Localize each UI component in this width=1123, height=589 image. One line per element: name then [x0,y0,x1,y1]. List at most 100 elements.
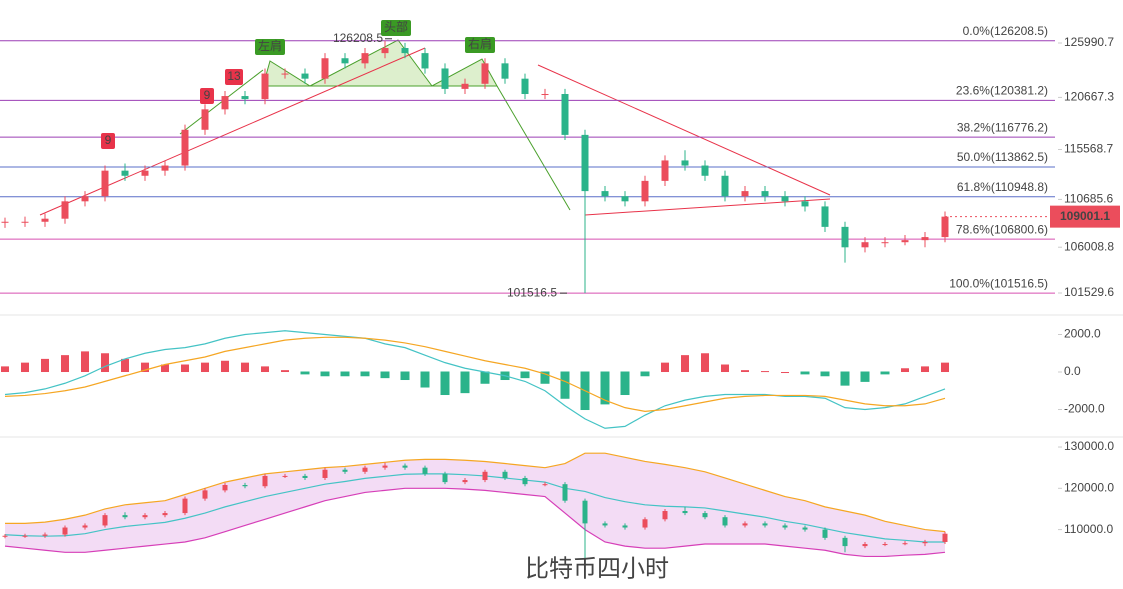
candle-body [101,170,109,197]
annotation-badge [465,37,495,53]
macd-bar [360,371,370,377]
annotation-badge [200,88,214,104]
annotation-label: 头部 [384,19,408,34]
macd-bar [181,364,189,373]
candle-body [241,96,249,100]
price-bar-body [262,475,268,487]
macd-bar [300,371,310,375]
bollinger-line [4,473,945,543]
price-bar-body [642,519,648,528]
y-tick-label: 115568.7 [1064,142,1113,156]
bollinger-line [5,452,946,533]
candle-body [341,58,349,64]
candle-body [701,165,709,176]
pattern-line [496,85,571,211]
y-tick-label: 120000.0 [1064,480,1114,494]
candle-body [921,237,929,241]
high-annotation: 126208.5 [333,31,383,45]
price-bar-body [322,469,328,478]
macd-bar [860,371,870,382]
macd-bar [420,371,430,388]
macd-bar [661,362,669,373]
macd-bar [901,368,909,373]
candle-body [901,240,909,243]
candle-body [141,170,149,176]
candle-body [41,218,49,222]
macd-line [4,330,946,429]
candle-body [161,165,169,171]
candle-body [521,78,529,95]
price-bar-body [762,523,768,526]
price-bar-body [942,533,948,542]
price-bar-body [302,475,308,478]
price-bar-body [622,525,628,528]
macd-bar [460,371,470,394]
price-bar-body [882,544,888,546]
price-bar-body [202,490,208,499]
trend-line [537,64,831,196]
annotation-badge [225,69,243,85]
candle-body [601,191,609,197]
macd-bar [480,371,490,384]
price-bar-body [282,475,288,477]
y-tick-label: 2000.0 [1064,327,1101,341]
price-bar-body [842,537,848,547]
y-tick-label: 110685.6 [1064,192,1113,206]
price-bar-body [922,541,928,544]
fib-label: 23.6%(120381.2) [956,84,1048,98]
head-shoulders-pattern [262,39,498,87]
candle-body [261,73,269,100]
price-bar-body [482,471,488,481]
price-bar-body [562,484,568,501]
macd-bar [640,371,650,377]
price-bar-body [362,467,368,472]
macd-bar [61,355,69,373]
candle-body [621,196,629,202]
price-bar-body [242,485,248,487]
candle-body [861,242,869,248]
candle-body [781,196,789,202]
macd-bar [241,362,249,373]
macd-bar [440,371,450,396]
macd-bar [880,371,890,375]
price-bar-body [862,544,868,547]
price-bar-body [502,471,508,478]
annotation-label: 右肩 [468,36,492,51]
price-bar-body [702,513,708,518]
price-bar-body [182,498,188,514]
macd-bar [741,370,749,373]
y-tick-label: 110000.0 [1064,522,1113,536]
candle-body [821,206,829,227]
chart-layer: 0.0%(126208.5) 23.6%(120381.2) 38.2%(11677… [0,19,1120,582]
fib-label: 0.0%(126208.5) [963,24,1048,38]
y-tick-label: 0.0 [1064,364,1081,378]
price-bar-body [62,527,68,535]
candle-body [661,160,669,181]
y-tick-label: 125990.7 [1064,35,1114,49]
price-bar-body [682,511,688,514]
macd-bar [340,371,350,377]
macd-bar [201,362,209,373]
bollinger-line [4,487,946,558]
candle-body [381,48,389,54]
candle-body [1,221,9,223]
candle-body [741,191,749,197]
price-bar-body [662,511,668,520]
macd-bar [520,371,530,379]
macd-bar [600,371,610,405]
candle-body [421,53,429,69]
candle-body [501,63,509,79]
macd-bar [941,362,949,373]
price-bar-body [462,480,468,483]
candle-body [181,129,189,166]
price-bar-body [542,484,548,486]
price-bar-body [82,525,88,528]
candle-body [301,73,309,79]
trend-line [584,198,831,216]
price-bar-body [102,515,108,526]
price-bar-body [222,485,228,491]
macd-bar [800,371,810,375]
macd-bar [221,360,229,373]
